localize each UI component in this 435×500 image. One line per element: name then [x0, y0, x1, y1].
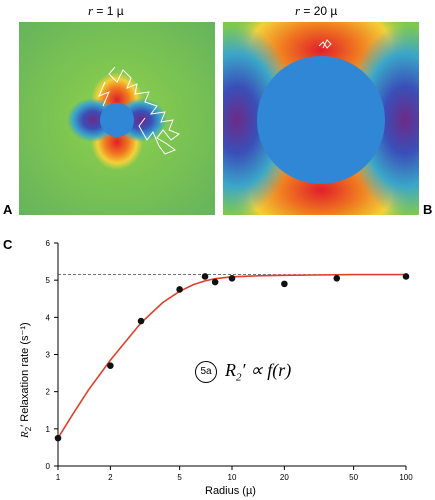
x-tick-label: 5	[177, 473, 182, 482]
y-tick-label: 2	[46, 388, 51, 397]
data-point	[333, 275, 341, 282]
panel-a-title: r = 1 µ	[88, 3, 124, 19]
fit-curve	[57, 273, 406, 439]
y-tick-label: 6	[46, 239, 51, 248]
y-tick-label: 3	[46, 351, 51, 360]
x-tick-label: 50	[349, 473, 358, 482]
x-tick-label: 100	[399, 473, 413, 482]
y-tick-label: 0	[46, 462, 51, 471]
panel-a-title-rest: = 1 µ	[93, 4, 124, 18]
y-tick-label: 4	[46, 313, 51, 322]
data-point	[211, 278, 219, 286]
panel-b-field-map	[223, 22, 419, 215]
formula-text: R2′ ∝ f(r)	[225, 360, 291, 384]
data-point	[176, 286, 183, 293]
data-point	[137, 317, 145, 325]
x-tick-label: 2	[108, 473, 113, 482]
panel-b-title: r = 20 µ	[295, 3, 337, 19]
data-point	[201, 273, 209, 280]
formula-rest: ′ ∝ f(r)	[241, 360, 292, 380]
panel-c-letter: C	[3, 237, 13, 252]
formula-sub: 2	[236, 371, 242, 384]
panel-a-title-var: r	[88, 3, 94, 18]
formula-annotation: 5a R2′ ∝ f(r)	[195, 360, 291, 384]
x-tick-label: 20	[280, 473, 289, 482]
y-tick-label: 5	[46, 276, 51, 285]
panel-a-letter: A	[3, 202, 13, 217]
panel-b-letter: B	[423, 202, 433, 217]
formula-badge: 5a	[195, 360, 217, 383]
data-point	[107, 362, 114, 369]
panel-b-title-rest: = 20 µ	[300, 4, 338, 18]
x-tick-label: 10	[228, 473, 237, 482]
formula-main: R	[225, 360, 236, 380]
panel-b-title-var: r	[295, 3, 301, 18]
panel-a-field-map	[19, 22, 215, 215]
x-axis-label: Radius (µ)	[205, 485, 256, 497]
data-point	[281, 280, 288, 288]
data-point	[228, 275, 236, 282]
data-point	[54, 434, 62, 442]
y-tick-label: 1	[46, 425, 51, 434]
data-point	[402, 273, 410, 280]
x-tick-label: 1	[56, 473, 61, 482]
